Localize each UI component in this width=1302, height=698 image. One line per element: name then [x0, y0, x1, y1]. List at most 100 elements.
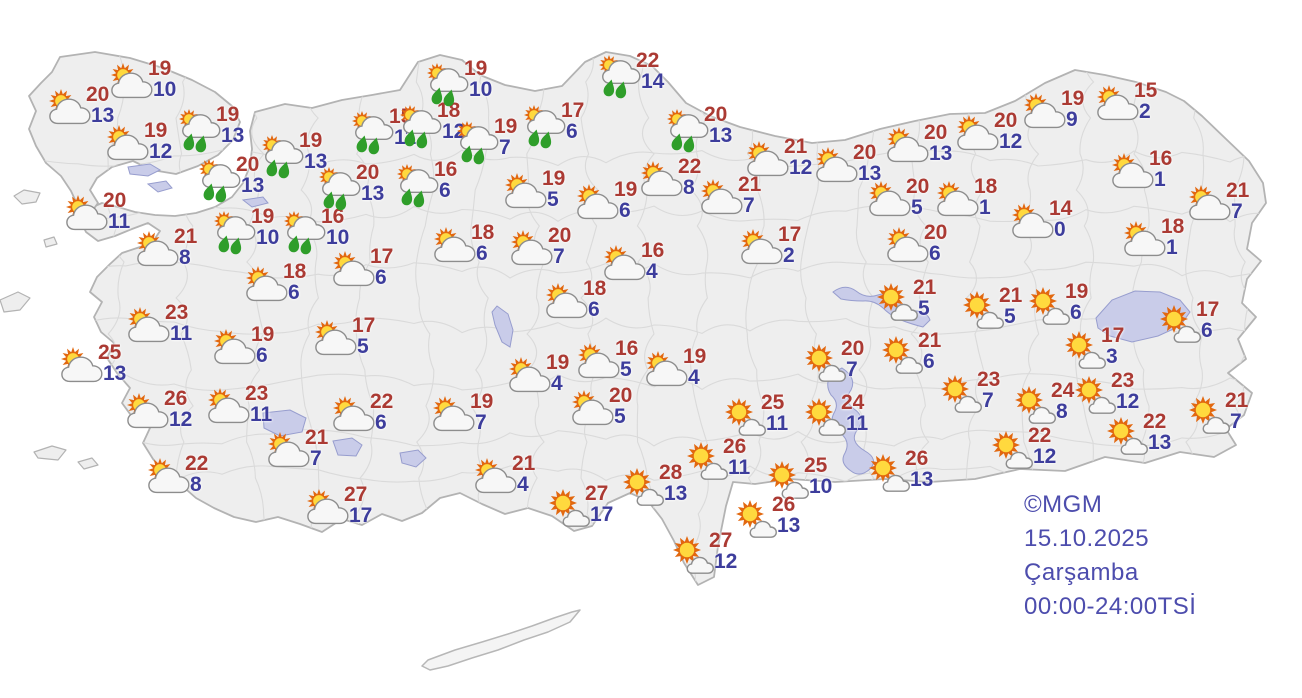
high-temp: 25 — [761, 391, 785, 414]
high-temp: 18 — [974, 175, 998, 198]
high-temp: 19 — [216, 103, 240, 126]
high-temp: 21 — [918, 329, 942, 352]
high-temp: 14 — [1049, 197, 1073, 220]
low-temp: 13 — [858, 162, 882, 185]
high-temp: 20 — [86, 83, 110, 106]
low-temp: 7 — [553, 245, 565, 268]
high-temp: 20 — [853, 141, 877, 164]
high-temp: 21 — [913, 276, 937, 299]
low-temp: 10 — [256, 226, 280, 249]
low-temp: 8 — [1056, 400, 1068, 423]
low-temp: 11 — [766, 412, 789, 435]
low-temp: 6 — [1201, 319, 1213, 342]
low-temp: 6 — [375, 266, 387, 289]
high-temp: 27 — [344, 483, 368, 506]
aegean-islands — [0, 189, 99, 470]
low-temp: 7 — [1231, 200, 1243, 223]
low-temp: 2 — [783, 244, 795, 267]
high-temp: 27 — [709, 529, 733, 552]
high-temp: 22 — [370, 390, 394, 413]
low-temp: 13 — [221, 124, 245, 147]
anatolia-landmass — [79, 51, 1267, 586]
thrace-landmass — [28, 51, 241, 215]
low-temp: 5 — [357, 335, 369, 358]
low-temp: 6 — [566, 120, 578, 143]
high-temp: 19 — [542, 167, 566, 190]
low-temp: 5 — [547, 188, 559, 211]
high-temp: 21 — [305, 426, 329, 449]
low-temp: 7 — [846, 358, 858, 381]
high-temp: 21 — [1225, 389, 1249, 412]
high-temp: 18 — [283, 260, 307, 283]
low-temp: 11 — [108, 210, 131, 233]
high-temp: 19 — [1065, 280, 1089, 303]
high-temp: 19 — [464, 57, 488, 80]
ataturk-reservoir — [827, 367, 875, 475]
low-temp: 7 — [743, 194, 755, 217]
low-temp: 12 — [169, 408, 193, 431]
forecast-day: Çarşamba — [1024, 559, 1139, 587]
low-temp: 13 — [910, 468, 934, 491]
low-temp: 1 — [1154, 168, 1166, 191]
high-temp: 17 — [1101, 324, 1125, 347]
low-temp: 12 — [1116, 390, 1140, 413]
low-temp: 13 — [91, 104, 115, 127]
high-temp: 15 — [1134, 79, 1158, 102]
low-temp: 7 — [499, 136, 511, 159]
low-temp: 13 — [103, 362, 127, 385]
high-temp: 17 — [370, 245, 394, 268]
high-temp: 16 — [434, 158, 458, 181]
high-temp: 19 — [683, 345, 707, 368]
low-temp: 6 — [588, 298, 600, 321]
high-temp: 26 — [905, 447, 929, 470]
high-temp: 18 — [583, 277, 607, 300]
low-temp: 5 — [614, 405, 626, 428]
low-temp: 7 — [982, 389, 994, 412]
high-temp: 16 — [641, 239, 665, 262]
low-temp: 6 — [256, 344, 268, 367]
high-temp: 20 — [924, 221, 948, 244]
low-temp: 4 — [517, 473, 529, 496]
high-temp: 26 — [772, 493, 796, 516]
high-temp: 26 — [723, 435, 747, 458]
low-temp: 6 — [619, 199, 631, 222]
high-temp: 20 — [841, 337, 865, 360]
high-temp: 19 — [299, 129, 323, 152]
high-temp: 25 — [804, 454, 828, 477]
high-temp: 18 — [437, 99, 461, 122]
high-temp: 17 — [352, 314, 376, 337]
low-temp: 13 — [304, 150, 328, 173]
high-temp: 23 — [165, 301, 189, 324]
high-temp: 21 — [784, 135, 808, 158]
low-temp: 6 — [929, 242, 941, 265]
low-temp: 4 — [688, 366, 700, 389]
high-temp: 17 — [778, 223, 802, 246]
high-temp: 22 — [185, 452, 209, 475]
high-temp: 19 — [470, 390, 494, 413]
low-temp: 5 — [620, 358, 632, 381]
low-temp: 8 — [179, 246, 191, 269]
low-temp: 2 — [1139, 100, 1151, 123]
low-temp: 13 — [929, 142, 953, 165]
low-temp: 11 — [846, 412, 869, 435]
low-temp: 1 — [1166, 236, 1178, 259]
low-temp: 17 — [349, 504, 373, 527]
low-temp: 5 — [918, 297, 930, 320]
low-temp: 8 — [190, 473, 202, 496]
high-temp: 18 — [471, 221, 495, 244]
low-temp: 1 — [979, 196, 991, 219]
high-temp: 20 — [103, 189, 127, 212]
high-temp: 22 — [1028, 424, 1052, 447]
low-temp: 10 — [809, 475, 833, 498]
high-temp: 18 — [1161, 215, 1185, 238]
high-temp: 27 — [585, 482, 609, 505]
high-temp: 21 — [1226, 179, 1250, 202]
low-temp: 13 — [1148, 431, 1172, 454]
high-temp: 24 — [1051, 379, 1075, 402]
low-temp: 12 — [1033, 445, 1057, 468]
high-temp: 23 — [977, 368, 1001, 391]
low-temp: 12 — [714, 550, 738, 573]
low-temp: 13 — [709, 124, 733, 147]
low-temp: 6 — [923, 350, 935, 373]
